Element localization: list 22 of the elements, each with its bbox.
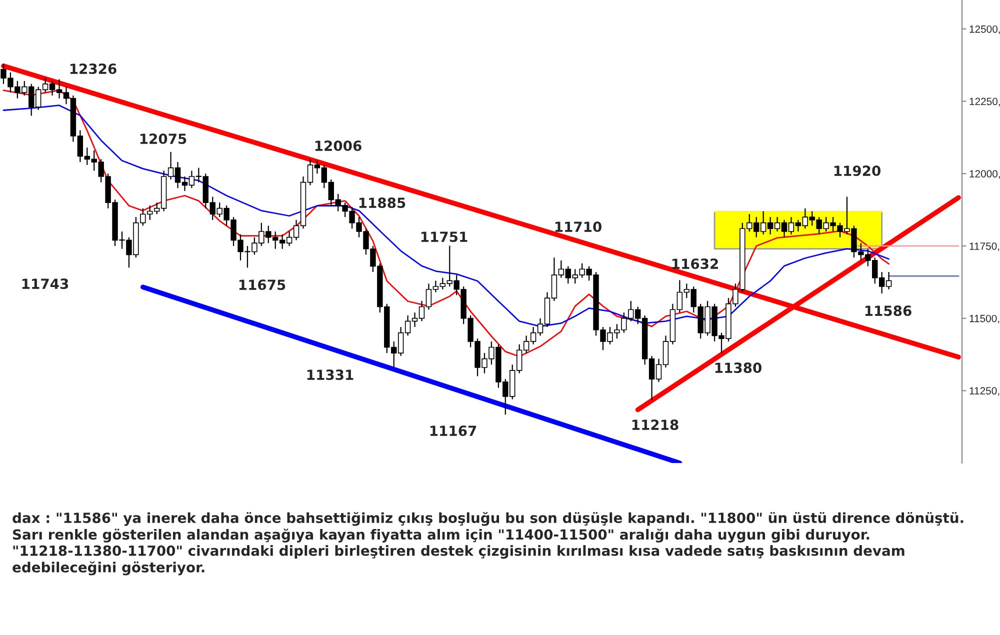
annotation: 12075 bbox=[140, 134, 186, 144]
annotation: 11751 bbox=[421, 232, 468, 242]
annotation: 11380 bbox=[715, 362, 762, 374]
y-tick-label: 11750, bbox=[970, 242, 1000, 252]
annotation: 11920 bbox=[834, 166, 880, 176]
annotation: 11632 bbox=[672, 258, 718, 270]
y-tick-label: 12500, bbox=[970, 25, 1000, 34]
text: dax : "11586" ya inerek daha önce bahsettiğimiz çıkış boşluğu bu son düşüşle kapandı. "11800" ün üstü dirence dönüştü. Sarı renkle gösterilen alandan aşağıya kayan fiyatta alım için "11400-11500" aralığı daha uygun gibi duruyor. "11218-11380-11700" civarındaki dipleri birleştiren destek çizgisinin kırılması kısa vadede satış baskısının devam edebileceğini gösteriyor. bbox=[12, 512, 964, 576]
y-tick-label: 11500, bbox=[970, 314, 1000, 324]
y-tick-label: 12250, bbox=[970, 98, 1000, 106]
annotation: 12006 bbox=[315, 140, 362, 152]
y-tick-label: 11250, bbox=[970, 387, 1000, 396]
annotation: 11218 bbox=[632, 420, 678, 430]
annotation: 11167 bbox=[430, 426, 476, 436]
annotation: 11885 bbox=[359, 198, 406, 208]
annotation: 11710 bbox=[555, 222, 602, 232]
annotation: 11586 bbox=[865, 306, 912, 316]
annotation: 12326 bbox=[70, 64, 116, 74]
y-tick-label: 12000, bbox=[970, 170, 1000, 179]
annotation: 11331 bbox=[307, 370, 354, 380]
annotation: 11743 bbox=[22, 278, 68, 290]
annotation: 11675 bbox=[239, 280, 286, 290]
